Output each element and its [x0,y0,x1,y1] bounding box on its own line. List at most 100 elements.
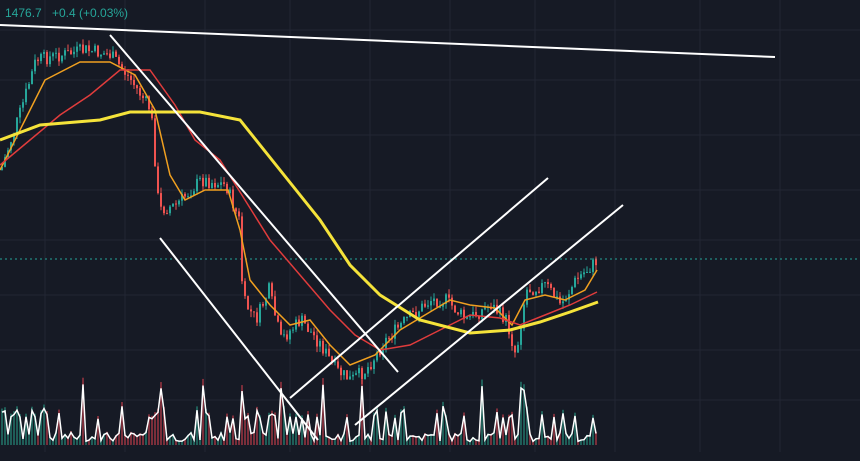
volume-bar [451,440,453,445]
volume-bar [556,439,558,445]
volume-bar [43,404,45,445]
volume-bar [481,379,483,445]
volume-bar [163,406,165,445]
candle-body [16,117,18,134]
candle-body [343,370,345,376]
volume-bar [310,433,312,445]
volume-bar [160,382,162,445]
volume-bar [217,439,219,445]
candle-body [154,118,156,167]
candle-body [313,331,315,336]
volume-bar [223,440,225,445]
candle-body [286,334,288,340]
candle-body [58,52,60,62]
trendline [354,204,624,426]
volume-bar [19,414,21,445]
volume-bar [34,413,36,445]
volume-bar [205,408,207,445]
candle-body [250,309,252,312]
candle-body [205,177,207,187]
candle-body [358,368,360,374]
volume-bar [559,431,561,445]
candle-body [418,311,420,317]
candle-body [175,203,177,205]
candle-body [97,45,99,57]
volume-bar [544,436,546,445]
volume-bar [10,413,12,445]
candle-body [535,291,537,295]
volume-bar [151,415,153,445]
candle-body [178,200,180,205]
candle-body [61,55,63,62]
volume-bar [574,412,576,445]
volume-bar [346,414,348,445]
volume-bar [187,434,189,445]
candle-body [328,348,330,357]
volume-bar [91,436,93,445]
candle-body [208,177,210,189]
candle-body [421,303,423,312]
candle-body [241,216,243,282]
volume-bar [499,437,501,445]
volume-bar [325,435,327,445]
candle-body [553,287,555,298]
candle-body [229,189,231,194]
candle-body [139,88,141,96]
volume-bar [550,438,552,445]
volume-bar [55,431,57,445]
volume-bar [421,439,423,445]
candle-body [190,195,192,197]
volume-bar [175,439,177,445]
candle-body [34,59,36,72]
volume-bar [238,438,240,445]
candle-body [82,44,84,53]
volume-bar [370,439,372,445]
volume-bar [265,433,267,445]
volume-bar [220,431,222,445]
candle-body [277,315,279,322]
candle-body [394,324,396,339]
candle-body [130,75,132,80]
candle-body [388,337,390,339]
candle-body [166,213,168,215]
candle-body [412,310,414,312]
candle-body [163,206,165,214]
volume-bar [295,413,297,445]
volume-bar [529,432,531,445]
candle-body [136,85,138,89]
volume-bar [79,434,81,445]
candle-body [184,193,186,197]
candle-body [289,330,291,340]
candle-body [361,368,363,379]
candle-body [307,323,309,332]
candle-body [478,316,480,319]
volume-bar [454,432,456,445]
volume-bar [565,432,567,445]
candle-body [334,361,336,363]
volume-bar [334,438,336,445]
volume-bar [133,432,135,445]
candle-body [451,297,453,306]
volume-bar [358,434,360,445]
candle-body [463,309,465,319]
candle-body [550,284,552,288]
volume-bar [526,406,528,445]
volume-bar [478,440,480,445]
candle-body [40,53,42,62]
candle-body [4,157,6,167]
volume-bar [580,439,582,445]
candle-body [433,298,435,302]
volume-bar [16,406,18,445]
volume-bar [214,435,216,445]
volume-bar [211,437,213,445]
candle-body [244,281,246,297]
volume-bar [97,415,99,445]
candle-body [415,311,417,317]
candle-body [133,79,135,86]
volume-bar [94,438,96,445]
candle-body [400,323,402,328]
volume-bar [367,433,369,445]
volume-bar [247,412,249,445]
